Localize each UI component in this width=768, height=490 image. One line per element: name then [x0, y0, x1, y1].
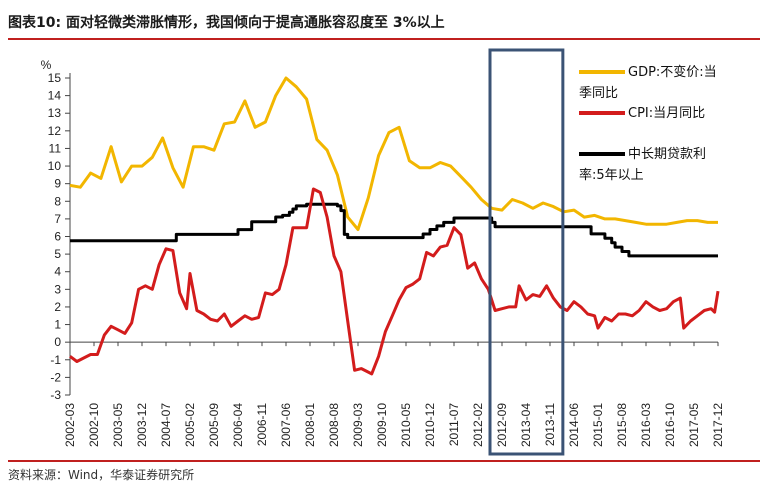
legend-label: CPI:当月同比: [628, 106, 705, 121]
title-divider: [8, 38, 760, 40]
x-tick-label: 2016-10: [663, 403, 677, 447]
x-tick-label: 2007-06: [279, 403, 293, 447]
chart-title: 图表10: 面对轻微类滞胀情形，我国倾向于提高通胀容忍度至 3%以上: [8, 15, 445, 31]
x-tick-label: 2013-11: [543, 403, 557, 446]
y-tick-label: 2: [54, 300, 61, 314]
y-tick-label: 7: [54, 212, 61, 226]
x-tick-label: 2008-08: [327, 403, 341, 447]
y-unit-label: %: [41, 58, 52, 72]
y-tick-label: 11: [49, 141, 62, 155]
x-tick-label: 2005-09: [207, 403, 221, 447]
x-tick-label: 2012-02: [471, 403, 485, 447]
highlight-rect: [488, 48, 565, 456]
x-tick-label: 2010-12: [423, 403, 437, 447]
x-tick-label: 2015-01: [591, 403, 605, 447]
x-tick-label: 2012-09: [495, 403, 509, 447]
y-tick-label: -3: [50, 388, 61, 402]
x-tick-label: 2015-08: [615, 403, 629, 447]
legend-label: GDP:不变价:当: [628, 64, 717, 80]
x-tick-label: 2003-05: [111, 403, 125, 447]
x-tick-label: 2013-04: [519, 403, 533, 447]
x-axis: 2002-03 2002-10 2003-05 2003-12 2004-07 2005-…: [63, 341, 725, 447]
x-tick-label: 2002-03: [63, 403, 77, 447]
y-tick-label: 3: [54, 282, 61, 296]
x-tick-label: 2014-06: [567, 403, 581, 447]
x-tick-label: 2008-01: [303, 403, 317, 447]
legend-label: 率:5年以上: [579, 167, 644, 183]
y-tick-label: 1: [54, 318, 61, 332]
y-tick-label: 4: [54, 265, 61, 279]
series-line-2: [70, 202, 718, 258]
y-tick-label: 13: [48, 106, 62, 120]
x-tick-label: 2011-07: [447, 403, 461, 446]
y-tick-label: 0: [54, 335, 61, 349]
x-tick-label: 2004-07: [159, 403, 173, 447]
y-tick-label: 12: [48, 124, 62, 138]
y-tick-label: 14: [48, 89, 62, 103]
y-tick-label: 10: [48, 159, 62, 173]
y-tick-label: 5: [54, 247, 61, 261]
x-tick-label: 2003-12: [135, 403, 149, 447]
x-tick-label: 2017-05: [687, 403, 701, 447]
x-tick-label: 2009-10: [375, 403, 389, 447]
x-tick-label: 2006-04: [231, 403, 245, 447]
series-line-1: [69, 187, 720, 376]
legend-label: 中长期贷款利: [628, 147, 706, 162]
highlight-box: [488, 48, 565, 456]
y-tick-label: 9: [54, 177, 61, 191]
x-tick-label: 2017-12: [711, 403, 725, 447]
x-tick-label: 2005-02: [183, 403, 197, 447]
x-tick-label: 2002-10: [87, 403, 101, 447]
y-tick-label: 8: [54, 194, 61, 208]
y-tick-label: -1: [50, 353, 61, 367]
x-tick-label: 2009-03: [351, 403, 365, 447]
source-note: 资料来源：Wind，华泰证券研究所: [8, 468, 195, 482]
series-lines: [69, 76, 720, 376]
y-tick-label: -2: [50, 370, 61, 384]
x-tick-label: 2010-05: [399, 403, 413, 447]
legend-label: 季同比: [579, 86, 618, 101]
x-tick-label: 2016-03: [639, 403, 653, 447]
x-tick-label: 2006-11: [255, 403, 269, 446]
y-tick-label: 6: [54, 230, 61, 244]
y-tick-label: 15: [48, 71, 62, 85]
source-divider: [8, 460, 760, 462]
series-line-0: [69, 76, 718, 231]
